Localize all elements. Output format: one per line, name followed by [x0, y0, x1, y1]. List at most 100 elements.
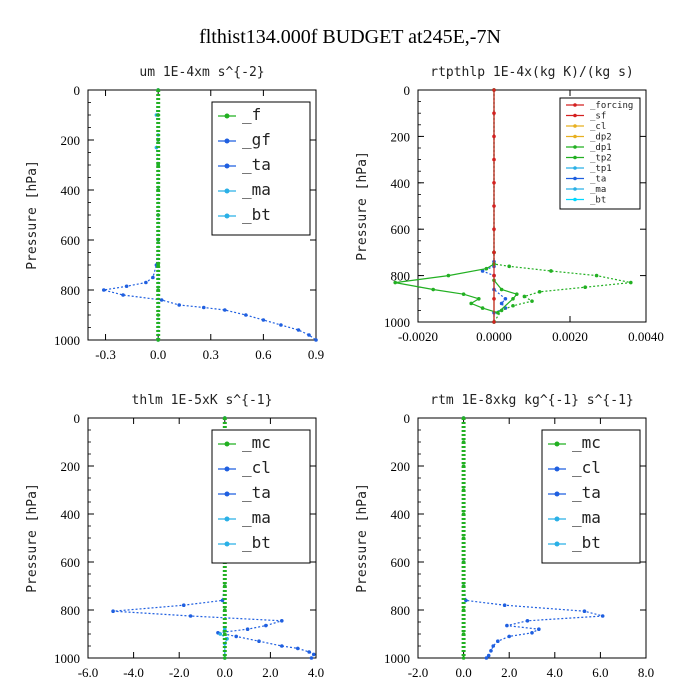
data-point	[461, 292, 466, 296]
data-point	[307, 333, 311, 337]
figure-title: flthist134.000f BUDGET at245E,-7N	[199, 26, 501, 48]
legend-marker	[554, 516, 560, 522]
data-point	[264, 623, 268, 628]
data-point	[484, 266, 489, 271]
data-point	[461, 584, 466, 588]
y-tick-label: 200	[391, 459, 411, 474]
legend-entry: _ta	[242, 483, 271, 502]
legend-marker	[224, 213, 230, 219]
data-point	[461, 536, 466, 540]
data-point	[296, 328, 301, 332]
y-tick-label: 0	[404, 411, 411, 426]
x-tick-label: 4.0	[547, 665, 563, 680]
data-point	[499, 301, 504, 306]
legend-marker	[224, 466, 230, 472]
data-point	[492, 181, 496, 185]
data-point	[461, 560, 466, 564]
data-point	[499, 287, 504, 292]
data-point	[480, 306, 485, 310]
data-point	[583, 285, 587, 290]
legend-marker	[573, 113, 577, 118]
chart-panel-3: rtm 1E-8xkg kg^{-1} s^{-1} 0 200 400 600 800 1…	[355, 393, 654, 680]
data-point	[280, 619, 284, 623]
y-tick-label: 400	[391, 507, 411, 522]
legend-box	[559, 97, 641, 210]
y-tick-label: 800	[391, 269, 411, 284]
y-axis-label: Pressure [hPa]	[25, 483, 40, 593]
data-point	[156, 288, 160, 292]
x-tick-label: -6.0	[78, 665, 99, 680]
data-point	[461, 656, 466, 660]
data-point	[446, 273, 451, 278]
legend-entry: _ma	[572, 508, 601, 527]
data-point	[311, 652, 316, 657]
data-point	[156, 163, 160, 167]
legend-entry: _dp2	[590, 133, 612, 143]
legend-marker	[224, 491, 230, 497]
panel-title: thlm 1E-5xK s^{-1}	[132, 393, 273, 408]
y-axis-label: Pressure [hPa]	[355, 151, 370, 261]
data-point	[507, 264, 512, 269]
data-point	[461, 416, 466, 420]
legend-marker	[224, 113, 230, 119]
y-tick-label: 1000	[384, 651, 410, 666]
data-point	[492, 227, 496, 231]
legend-marker	[224, 541, 230, 547]
data-point	[177, 303, 181, 307]
data-point	[431, 287, 436, 292]
data-point	[537, 290, 542, 294]
x-tick-label: 0.0020	[552, 329, 588, 344]
data-point	[314, 338, 318, 342]
x-tick-label: -2.0	[408, 665, 429, 680]
y-tick-label: 1000	[54, 651, 80, 666]
y-tick-label: 600	[391, 222, 411, 237]
panel-title: rtpthlp 1E-4x(kg K)/(kg s)	[430, 65, 634, 80]
data-point	[492, 134, 496, 139]
data-point	[522, 294, 527, 299]
data-point	[201, 305, 206, 310]
y-axis-label: Pressure [hPa]	[355, 483, 370, 593]
legend-entry: _cl	[242, 458, 271, 477]
y-axis-label: Pressure [hPa]	[25, 160, 40, 270]
panel-title: rtm 1E-8xkg kg^{-1} s^{-1}	[430, 393, 634, 408]
y-tick-label: 800	[61, 603, 81, 618]
legend-entry: _ma	[242, 508, 271, 527]
y-tick-label: 1000	[54, 333, 80, 348]
legend-marker	[224, 163, 230, 169]
data-point	[218, 632, 223, 636]
series-line-tp2	[493, 90, 631, 323]
y-tick-label: 800	[61, 283, 81, 298]
panel-title: um 1E-4xm s^{-2}	[139, 65, 264, 80]
y-tick-label: 1000	[384, 315, 410, 330]
legend-marker	[224, 188, 230, 194]
legend-marker	[224, 441, 230, 447]
legend-entry: _ta	[590, 175, 606, 185]
data-point	[491, 644, 496, 648]
x-tick-label: 0.0	[455, 665, 471, 680]
y-tick-label: 0	[74, 411, 81, 426]
data-point	[156, 188, 160, 192]
data-point	[257, 639, 261, 643]
data-point	[496, 310, 500, 315]
x-tick-label: -4.0	[123, 665, 144, 680]
data-point	[461, 440, 466, 444]
x-tick-label: 0.9	[308, 347, 324, 362]
x-tick-label: 8.0	[638, 665, 654, 680]
legend-marker	[554, 441, 560, 447]
series-line-ta	[103, 90, 317, 341]
legend-marker	[224, 138, 230, 144]
data-point	[156, 338, 160, 342]
legend-marker	[573, 134, 577, 139]
legend-entry: _f	[242, 105, 261, 124]
data-point	[594, 273, 599, 278]
data-point	[223, 584, 227, 588]
data-point	[461, 464, 466, 468]
legend-entry: _bt	[572, 533, 601, 552]
data-point	[280, 644, 284, 648]
data-point	[244, 313, 248, 317]
chart-panel-2: thlm 1E-5xK s^{-1} 0 200 400 600 800 1000-6.0 -…	[25, 393, 324, 680]
y-tick-label: 0	[74, 83, 81, 98]
data-point	[124, 284, 129, 289]
data-point	[492, 273, 496, 278]
legend-entry: _forcing	[590, 101, 633, 111]
